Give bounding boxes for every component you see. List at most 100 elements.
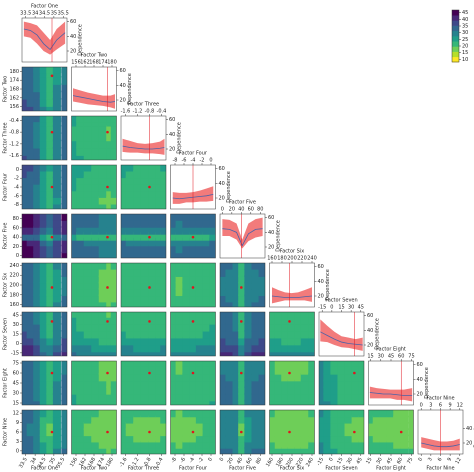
- heat-cell: [160, 393, 166, 402]
- heat-cell: [386, 410, 395, 418]
- heat-cell: [91, 361, 101, 367]
- heat-cell: [61, 366, 67, 375]
- heat-cell: [269, 410, 277, 418]
- heat-cell: [287, 447, 296, 454]
- heat-cell: [133, 330, 143, 339]
- heat-cell: [46, 83, 55, 93]
- best-point: [50, 235, 54, 239]
- heat-cell: [22, 196, 29, 205]
- heat-cell: [251, 393, 261, 402]
- contour-plot: [170, 214, 216, 258]
- heat-cell: [244, 330, 253, 339]
- heat-cell: [195, 336, 205, 346]
- heat-cell: [22, 373, 29, 382]
- heat-cell: [287, 336, 296, 346]
- heat-cell: [133, 176, 143, 185]
- heat-cell: [140, 379, 150, 388]
- heat-cell: [189, 434, 198, 443]
- heat-cell: [33, 154, 42, 160]
- heat-cell: [244, 410, 253, 418]
- heat-cell: [91, 447, 101, 454]
- heat-cell: [258, 269, 265, 277]
- best-point: [106, 286, 109, 289]
- y-tick-label: 180: [9, 69, 19, 75]
- heat-cell: [71, 330, 78, 339]
- heat-cell: [26, 410, 35, 418]
- heat-cell: [98, 343, 108, 353]
- heat-cell: [189, 415, 198, 424]
- dependence-tick-label: 60: [367, 313, 373, 319]
- heat-cell: [308, 415, 315, 424]
- heat-cell: [175, 434, 184, 443]
- heat-cell: [160, 434, 166, 443]
- heat-cell: [22, 219, 29, 228]
- heat-cell: [160, 312, 166, 318]
- heat-cell: [91, 139, 101, 149]
- heat-cell: [323, 366, 332, 375]
- heat-cell: [52, 366, 61, 375]
- x-tick-label: -0.4: [154, 457, 164, 468]
- heat-cell: [170, 410, 178, 418]
- heat-cell: [26, 219, 35, 228]
- heat-cell: [281, 316, 290, 325]
- heat-cell: [244, 379, 253, 388]
- heat-cell: [258, 281, 265, 290]
- heat-cell: [125, 312, 135, 318]
- heat-cell: [121, 288, 128, 297]
- heat-cell: [52, 147, 61, 156]
- heat-cell: [202, 373, 211, 382]
- heat-cell: [46, 330, 55, 339]
- heat-cell: [98, 263, 108, 270]
- heat-cell: [46, 244, 55, 254]
- heat-cell: [125, 410, 135, 418]
- heat-cell: [148, 226, 158, 235]
- heat-cell: [121, 170, 128, 179]
- contour-plot: [71, 410, 117, 454]
- heat-cell: [148, 232, 158, 241]
- top-tick-label: -0.4: [157, 109, 167, 115]
- heat-cell: [39, 189, 48, 198]
- heat-cell: [160, 415, 166, 424]
- heat-cell: [281, 428, 290, 437]
- heat-cell: [251, 316, 261, 325]
- heat-cell: [91, 312, 101, 318]
- heat-cell: [202, 288, 211, 297]
- heat-cell: [202, 330, 211, 339]
- top-tick-label: 180: [107, 60, 117, 66]
- heat-cell: [351, 373, 361, 382]
- heat-cell: [52, 447, 61, 454]
- heat-cell: [148, 440, 158, 449]
- heat-cell: [125, 189, 135, 198]
- factor-title: Factor Nine: [426, 396, 454, 402]
- heat-cell: [110, 125, 117, 134]
- heat-cell: [52, 105, 61, 111]
- heat-cell: [91, 269, 101, 277]
- top-tick-label: 162: [80, 60, 90, 66]
- heat-cell: [202, 350, 211, 356]
- heat-cell: [182, 244, 191, 254]
- axes-frame: [120, 311, 167, 357]
- heat-cell: [175, 219, 184, 228]
- heat-cell: [22, 125, 29, 134]
- heat-cell: [160, 251, 166, 258]
- heat-cell: [98, 232, 108, 241]
- heat-cell: [91, 226, 101, 235]
- heat-cell: [175, 316, 184, 325]
- heat-cell: [46, 415, 55, 424]
- heat-cell: [61, 415, 67, 424]
- heat-cell: [160, 399, 166, 405]
- heat-cell: [160, 428, 166, 437]
- heat-cell: [133, 183, 143, 192]
- heat-cell: [209, 281, 216, 290]
- heat-cell: [52, 219, 61, 228]
- heat-cell: [281, 379, 290, 388]
- x-tick-label: 30: [375, 457, 383, 466]
- heat-cell: [71, 343, 78, 353]
- heat-cell: [22, 300, 29, 307]
- heat-cell: [274, 440, 283, 449]
- heat-cell: [121, 434, 128, 443]
- contour-plot: [319, 361, 364, 405]
- y-tick-label: 60: [13, 371, 19, 377]
- x-axis-label: Factor Four: [179, 466, 208, 472]
- heat-cell: [83, 154, 93, 160]
